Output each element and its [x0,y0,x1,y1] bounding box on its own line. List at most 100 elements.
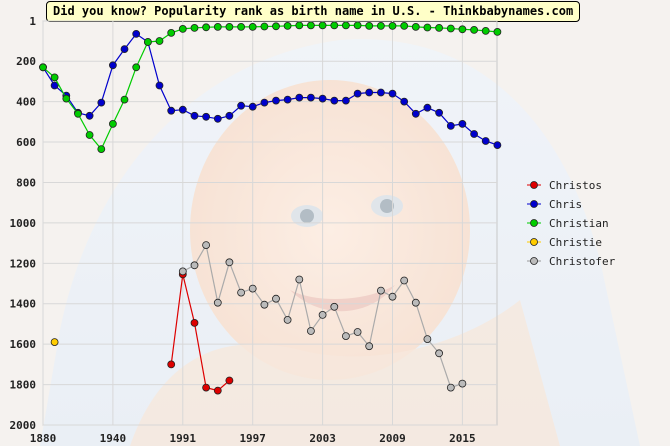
data-point [365,342,374,351]
data-point [306,21,315,30]
legend: Christos Chris Christian Christie Christofer [527,179,616,268]
data-point [248,284,257,293]
series-line [42,33,498,146]
data-point [260,98,269,107]
x-tick-label: 2003 [309,432,336,445]
legend-item-christos: Christos [527,179,602,192]
data-point [423,23,432,32]
data-point [120,95,129,104]
data-point [190,23,199,32]
data-point [109,61,117,70]
data-point [74,109,82,118]
data-point [202,241,211,250]
data-point [341,332,350,341]
data-point [225,258,234,267]
data-point [411,298,420,307]
y-tick-label: 2000 [10,419,37,432]
y-tick-label: 1600 [10,338,37,351]
data-point [341,21,350,30]
data-point [178,24,187,33]
series [39,21,502,395]
data-point [225,111,234,120]
data-point [213,22,222,31]
data-point [493,27,502,36]
series-christian [39,21,502,154]
data-point [446,383,455,392]
data-point [167,106,176,115]
data-point [388,292,397,301]
series-chris [39,30,502,150]
legend-item-christofer: Christofer [527,255,616,268]
data-point [283,95,292,104]
data-point [423,335,432,344]
data-point [167,360,176,369]
data-point [213,386,222,395]
data-point [306,327,315,335]
data-point [330,96,339,105]
data-point [458,120,467,128]
grid [42,20,498,426]
data-point [50,73,59,82]
data-point [213,114,222,123]
data-point [85,131,94,139]
data-point [330,21,339,30]
data-point [330,302,339,311]
data-point [458,25,467,34]
x-tick-label: 2015 [449,432,476,445]
x-tick-label: 1997 [239,432,266,445]
x-tick-label: 2009 [379,432,406,445]
axes: 1200400600800100012001400160018002000188… [10,15,476,445]
y-tick-label: 1400 [10,298,37,311]
data-point [388,21,397,30]
data-point [225,22,234,31]
data-point [353,89,362,98]
data-point [458,379,467,388]
data-point [50,338,59,347]
data-point [202,383,211,392]
data-point [423,103,432,112]
data-point [388,89,397,98]
data-point [295,93,304,102]
legend-label: Christofer [549,255,616,268]
data-point [376,286,385,295]
data-point [237,288,246,297]
data-point [272,294,280,303]
data-point [202,112,211,121]
data-point [470,25,479,34]
data-point [493,141,502,150]
data-point [353,328,362,336]
data-point [155,81,164,90]
series-christos [167,270,234,395]
y-tick-label: 400 [16,96,36,109]
data-point [272,96,280,105]
data-point [260,22,269,31]
data-point [306,93,315,102]
data-point [365,88,374,97]
y-tick-label: 600 [16,136,36,149]
y-tick-label: 800 [16,176,36,189]
data-point [400,21,409,30]
x-tick-label: 1880 [30,432,57,445]
y-tick-label: 200 [16,55,36,68]
data-point [318,310,327,319]
data-point [400,276,409,285]
data-point [283,315,292,324]
data-point [295,275,304,284]
legend-swatch [530,200,538,208]
legend-label: Christos [549,179,602,192]
y-tick-label: 1 [29,15,36,28]
data-point [341,96,350,105]
data-point [202,23,211,32]
data-point [470,130,479,138]
data-point [376,88,385,97]
data-point [248,102,257,111]
data-point [190,318,199,327]
series-christie [50,338,59,347]
legend-item-christian: Christian [527,217,609,230]
data-point [62,94,71,103]
data-point [132,30,141,38]
y-tick-label: 1200 [10,257,37,270]
data-point [155,37,164,45]
data-point [225,376,234,385]
